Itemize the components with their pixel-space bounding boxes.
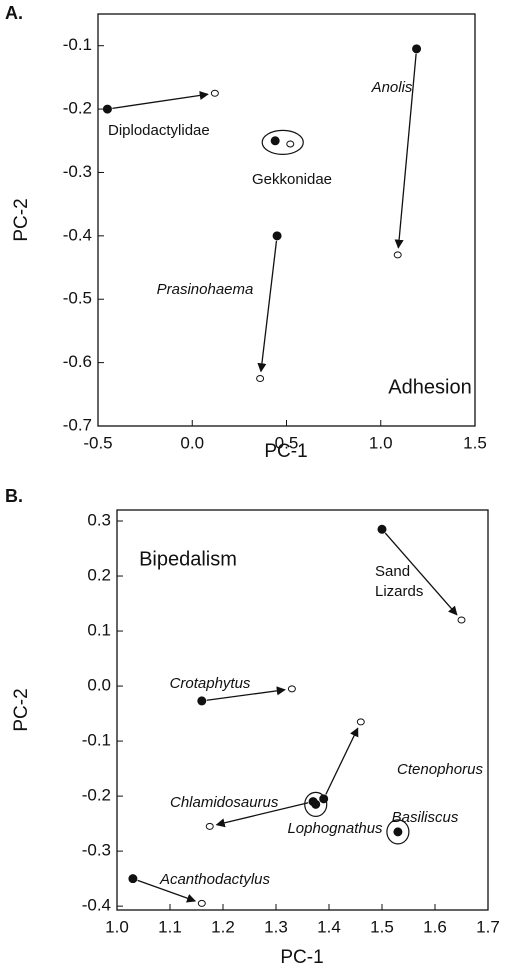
filled-point bbox=[272, 231, 282, 241]
open-point bbox=[256, 374, 265, 382]
highlight-circle bbox=[261, 129, 304, 155]
point-label: Crotaphytus bbox=[170, 675, 251, 692]
x-tick-label: 1.5 bbox=[463, 433, 487, 452]
open-point bbox=[393, 251, 402, 259]
filled-point bbox=[128, 874, 138, 884]
arrow bbox=[112, 90, 209, 109]
arrow bbox=[215, 802, 309, 828]
open-point bbox=[287, 685, 296, 693]
x-tick-label: 1.7 bbox=[476, 917, 500, 936]
point-label: Ctenophorus bbox=[397, 761, 483, 778]
panel-label: B. bbox=[5, 486, 23, 506]
open-point bbox=[210, 89, 219, 97]
open-point bbox=[205, 822, 214, 830]
x-tick-label: 1.0 bbox=[105, 917, 129, 936]
open-point bbox=[286, 140, 295, 148]
y-tick-label: -0.3 bbox=[63, 162, 92, 181]
x-tick-label: 1.2 bbox=[211, 917, 235, 936]
x-tick-label: -0.5 bbox=[83, 433, 112, 452]
y-tick-label: -0.7 bbox=[63, 415, 92, 434]
open-point bbox=[356, 718, 365, 726]
arrow bbox=[325, 727, 359, 795]
annotation: Adhesion bbox=[388, 376, 471, 398]
point-label: Anolis bbox=[371, 79, 413, 96]
point-label: Acanthodactylus bbox=[159, 871, 271, 888]
arrow bbox=[137, 879, 197, 903]
x-axis-label: PC-1 bbox=[280, 947, 323, 968]
open-point bbox=[197, 899, 206, 907]
point-label: Lophognathus bbox=[287, 820, 383, 837]
highlight-circle bbox=[304, 791, 328, 817]
x-tick-label: 0.5 bbox=[275, 433, 299, 452]
y-tick-label: 0.0 bbox=[87, 676, 111, 695]
y-tick-label: 0.3 bbox=[87, 510, 111, 529]
point-label: Gekkonidae bbox=[252, 171, 332, 188]
panel-label: A. bbox=[5, 3, 23, 23]
filled-point bbox=[197, 696, 207, 706]
y-tick-label: 0.2 bbox=[87, 566, 111, 585]
filled-point bbox=[393, 827, 403, 837]
y-tick-label: -0.1 bbox=[63, 35, 92, 54]
y-axis-label: PC-2 bbox=[11, 688, 32, 731]
arrow bbox=[206, 686, 286, 701]
point-label: Sand bbox=[375, 563, 410, 580]
filled-point bbox=[377, 524, 387, 534]
x-tick-label: 1.4 bbox=[317, 917, 341, 936]
point-label: Lizards bbox=[375, 583, 423, 600]
y-tick-label: -0.2 bbox=[82, 786, 111, 805]
filled-point bbox=[412, 44, 422, 54]
open-point bbox=[457, 616, 466, 624]
x-tick-label: 0.0 bbox=[180, 433, 204, 452]
plot-frame bbox=[116, 509, 489, 911]
x-axis-label: PC-1 bbox=[264, 441, 307, 462]
x-tick-label: 1.5 bbox=[370, 917, 394, 936]
y-tick-label: -0.4 bbox=[63, 225, 92, 244]
y-tick-label: -0.4 bbox=[82, 896, 111, 915]
point-label: Prasinohaema bbox=[157, 281, 254, 298]
y-tick-label: -0.1 bbox=[82, 731, 111, 750]
y-axis-label: PC-2 bbox=[11, 198, 32, 241]
arrow bbox=[384, 532, 458, 616]
y-tick-label: -0.5 bbox=[63, 289, 92, 308]
x-tick-label: 1.3 bbox=[264, 917, 288, 936]
filled-point bbox=[270, 136, 280, 146]
point-label: Diplodactylidae bbox=[108, 122, 210, 139]
y-tick-label: -0.2 bbox=[63, 99, 92, 118]
highlight-circle bbox=[386, 819, 410, 845]
filled-point bbox=[102, 104, 112, 114]
y-tick-label: -0.6 bbox=[63, 352, 92, 371]
arrow bbox=[394, 53, 417, 249]
x-tick-label: 1.6 bbox=[423, 917, 447, 936]
x-tick-label: 1.0 bbox=[369, 433, 393, 452]
x-tick-label: 1.1 bbox=[158, 917, 182, 936]
point-label: Chlamidosaurus bbox=[170, 794, 279, 811]
annotation: Bipedalism bbox=[139, 548, 237, 570]
y-tick-label: 0.1 bbox=[87, 621, 111, 640]
point-label: Basiliscus bbox=[392, 809, 459, 826]
plot-frame bbox=[97, 13, 476, 427]
y-tick-label: -0.3 bbox=[82, 841, 111, 860]
arrow bbox=[257, 240, 278, 373]
filled-point bbox=[311, 799, 321, 809]
